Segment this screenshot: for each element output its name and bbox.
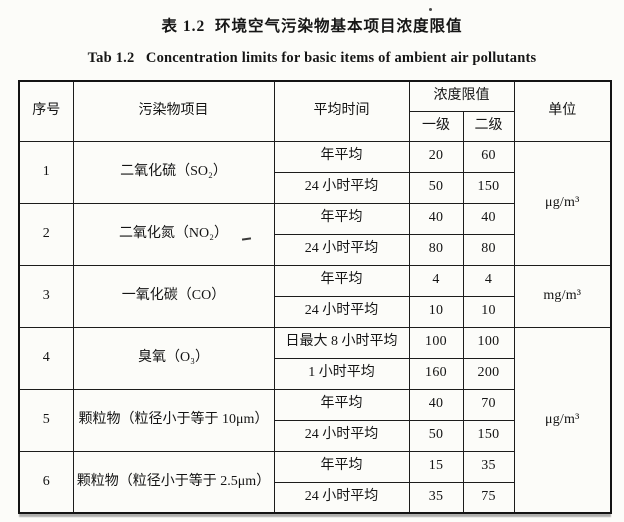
cell-avg-time: 24 小时平均 xyxy=(273,171,410,204)
cell-avg-time: 24 小时平均 xyxy=(273,233,410,266)
cell-avg-time: 24 小时平均 xyxy=(273,419,410,452)
table-row: 24 小时平均 80 80 xyxy=(19,233,611,266)
table-row: 5 颗粒物（粒径小于等于 10μm） 年平均 40 70 xyxy=(18,388,611,452)
scan-speck-dot xyxy=(429,8,432,11)
cell-index: 4 xyxy=(18,326,74,390)
header-row-1: 序号 污染物项目 平均时间 浓度限值 单位 xyxy=(18,80,612,142)
cell-grade2-value: 4 xyxy=(462,264,515,297)
cell-grade2-value: 40 xyxy=(462,202,515,235)
table-container: 序号 污染物项目 平均时间 浓度限值 单位 一级 二级 1 二氧化硫（SO₂） … xyxy=(18,80,612,514)
header-index: 序号 xyxy=(18,80,74,142)
cell-grade1-value: 10 xyxy=(408,295,464,328)
cell-grade2-value: 35 xyxy=(462,450,515,483)
cell-pollutant-name: 二氧化硫（SO₂） xyxy=(72,140,275,204)
cell-grade2-value: 60 xyxy=(462,140,515,173)
cell-pollutant-name: 臭氧（O₃） xyxy=(72,326,275,390)
table-title-chinese: 表 1.2 环境空气污染物基本项目浓度限值 xyxy=(161,18,463,35)
cell-index: 3 xyxy=(18,264,74,328)
header-row-2: 一级 二级 xyxy=(19,110,611,142)
cell-avg-time: 年平均 xyxy=(273,450,410,483)
cell-grade1-value: 20 xyxy=(408,140,464,173)
cell-grade2-value: 150 xyxy=(462,419,515,452)
table-row: 1 二氧化硫（SO₂） 年平均 20 60 μg/m³ xyxy=(18,140,612,266)
header-grade2: 二级 xyxy=(462,110,515,142)
header-concentration-limits: 浓度限值 xyxy=(408,80,515,112)
cell-avg-time: 年平均 xyxy=(273,264,410,297)
table-row: 3 一氧化碳（CO） 年平均 4 4 mg/m³ xyxy=(18,264,612,328)
cell-index: 5 xyxy=(18,388,74,452)
cell-grade2-value: 100 xyxy=(462,326,515,359)
cell-grade2-value: 150 xyxy=(462,171,515,204)
table-row: 24 小时平均 35 75 xyxy=(19,481,611,514)
cell-grade1-value: 4 xyxy=(408,264,464,297)
cell-avg-time: 年平均 xyxy=(273,202,410,235)
table-row: 4 臭氧（O₃） 日最大 8 小时平均 100 100 μg/m³ xyxy=(18,326,612,514)
cell-unit: mg/m³ xyxy=(513,264,612,328)
cell-grade1-value: 15 xyxy=(408,450,464,483)
cell-grade2-value: 80 xyxy=(462,233,515,266)
cell-grade1-value: 40 xyxy=(408,388,464,421)
cell-index: 1 xyxy=(18,140,74,204)
concentration-limits-table: 序号 污染物项目 平均时间 浓度限值 单位 一级 二级 1 二氧化硫（SO₂） … xyxy=(18,80,612,514)
cell-grade1-value: 50 xyxy=(408,171,464,204)
cell-grade2-value: 75 xyxy=(462,481,515,514)
cell-grade1-value: 35 xyxy=(408,481,464,514)
cell-pollutant-name: 二氧化氮（NO₂） xyxy=(72,202,275,266)
cell-unit: μg/m³ xyxy=(513,326,612,514)
cell-grade1-value: 50 xyxy=(408,419,464,452)
cell-avg-time: 年平均 xyxy=(273,388,410,421)
cell-avg-time: 24 小时平均 xyxy=(273,481,410,514)
cell-grade2-value: 200 xyxy=(462,357,515,390)
cell-grade1-value: 40 xyxy=(408,202,464,235)
cell-index: 2 xyxy=(18,202,74,266)
cell-avg-time: 日最大 8 小时平均 xyxy=(273,326,410,359)
header-avg-time: 平均时间 xyxy=(273,80,410,142)
table-row: 24 小时平均 50 150 xyxy=(19,171,611,204)
cell-unit: μg/m³ xyxy=(513,140,612,266)
table-title-english: Tab 1.2 Concentration limits for basic i… xyxy=(87,50,537,66)
cell-avg-time: 1 小时平均 xyxy=(273,357,410,390)
header-unit: 单位 xyxy=(513,80,612,142)
cell-avg-time: 年平均 xyxy=(273,140,410,173)
cell-grade1-value: 100 xyxy=(408,326,464,359)
cell-pollutant-name: 一氧化碳（CO） xyxy=(72,264,275,328)
cell-grade1-value: 80 xyxy=(408,233,464,266)
cell-grade2-value: 70 xyxy=(462,388,515,421)
header-pollutant: 污染物项目 xyxy=(72,80,275,142)
table-row: 2 二氧化氮（NO₂） 年平均 40 40 xyxy=(18,202,611,266)
table-row: 1 小时平均 160 200 xyxy=(19,357,611,390)
cell-grade1-value: 160 xyxy=(408,357,464,390)
cell-pollutant-name: 颗粒物（粒径小于等于 2.5μm） xyxy=(72,450,275,514)
cell-pollutant-name: 颗粒物（粒径小于等于 10μm） xyxy=(72,388,275,452)
cell-grade2-value: 10 xyxy=(462,295,515,328)
header-grade1: 一级 xyxy=(408,110,464,142)
cell-avg-time: 24 小时平均 xyxy=(273,295,410,328)
cell-index: 6 xyxy=(18,450,74,514)
